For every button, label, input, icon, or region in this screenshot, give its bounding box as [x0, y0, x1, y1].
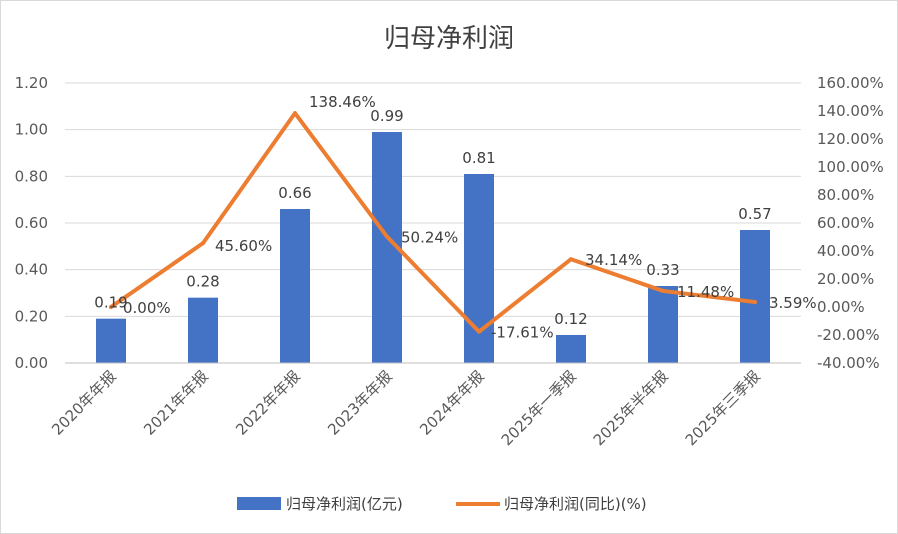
- y-left-tick-label: 1.20: [15, 74, 48, 92]
- bar-data-label: 0.19: [94, 294, 127, 312]
- bar-data-label: 0.66: [278, 184, 311, 202]
- y-left-tick-label: 0.00: [15, 354, 48, 372]
- x-tick-label: 2025年半年报: [590, 367, 672, 449]
- x-axis: 2020年年报 2021年年报 2022年年报 2023年年报 2024年年报 2025年…: [48, 362, 801, 449]
- legend[interactable]: 归母净利润(亿元) 归母净利润(同比)(%): [237, 495, 647, 513]
- x-tick-label: 2025年一季报: [498, 367, 580, 449]
- bar[interactable]: [280, 209, 310, 363]
- bar-data-label: 0.12: [554, 310, 587, 328]
- line-point[interactable]: [293, 111, 297, 116]
- bar-data-label: 0.57: [738, 205, 771, 223]
- y-right-tick-label: 120.00%: [817, 130, 884, 148]
- legend-label-bar: 归母净利润(亿元): [286, 495, 403, 513]
- bar[interactable]: [740, 230, 770, 363]
- x-tick-label: 2023年年报: [324, 367, 396, 439]
- line-point[interactable]: [201, 241, 205, 246]
- legend-label-line: 归母净利润(同比)(%): [504, 495, 647, 513]
- y-right-tick-label: 20.00%: [817, 270, 874, 288]
- right-axis: -40.00% -20.00% 0.00% 20.00% 40.00% 60.00% 80.…: [817, 74, 884, 372]
- bar-data-label: 0.99: [370, 107, 403, 125]
- bar[interactable]: [556, 335, 586, 363]
- line-data-label: 34.14%: [585, 251, 642, 269]
- bar[interactable]: [464, 174, 494, 363]
- line-data-label: 45.60%: [215, 237, 272, 255]
- legend-swatch-bar: [237, 497, 281, 510]
- data-labels: 0.19 0.28 0.66 0.99 0.81 0.12 0.33 0.57 0.00% 45.…: [94, 93, 816, 341]
- y-left-tick-label: 0.60: [15, 214, 48, 232]
- y-left-tick-label: 0.80: [15, 167, 48, 185]
- y-right-tick-label: 80.00%: [817, 186, 874, 204]
- y-right-tick-label: 0.00%: [817, 298, 865, 316]
- bar[interactable]: [648, 286, 678, 363]
- gridlines: [65, 82, 801, 364]
- y-right-tick-label: 140.00%: [817, 102, 884, 120]
- y-right-tick-label: 100.00%: [817, 158, 884, 176]
- bar-data-label: 0.81: [462, 149, 495, 167]
- y-right-tick-label: -40.00%: [817, 354, 880, 372]
- line-data-label: 11.48%: [677, 283, 734, 301]
- line-data-label: 0.00%: [123, 299, 171, 317]
- chart-title: 归母净利润: [384, 24, 514, 54]
- y-right-tick-label: 160.00%: [817, 74, 884, 92]
- line-data-label: -17.61%: [491, 324, 554, 342]
- line-point[interactable]: [753, 299, 757, 304]
- bar[interactable]: [188, 297, 218, 363]
- bar[interactable]: [96, 318, 126, 363]
- line-data-label: 50.24%: [401, 229, 458, 247]
- yoy-line[interactable]: [109, 111, 757, 334]
- x-tick-label: 2020年年报: [48, 367, 120, 439]
- bar-data-label: 0.33: [646, 261, 679, 279]
- line-data-label: 138.46%: [309, 93, 376, 111]
- x-tick-label: 2022年年报: [232, 367, 304, 439]
- line-series: [109, 111, 757, 334]
- y-left-tick-label: 1.00: [15, 121, 48, 139]
- x-tick-label: 2024年年报: [416, 367, 488, 439]
- y-left-tick-label: 0.20: [15, 307, 48, 325]
- x-tick-label: 2025年三季报: [682, 367, 764, 449]
- line-point[interactable]: [569, 257, 573, 262]
- y-left-tick-label: 0.40: [15, 261, 48, 279]
- line-data-label: 3.59%: [769, 294, 817, 312]
- x-tick-label: 2021年年报: [140, 367, 212, 439]
- line-point[interactable]: [661, 288, 665, 293]
- line-point[interactable]: [109, 305, 113, 309]
- line-point[interactable]: [477, 329, 481, 334]
- bar-data-label: 0.28: [186, 273, 219, 291]
- left-axis: 0.00 0.20 0.40 0.60 0.80 1.00 1.20: [15, 74, 48, 372]
- y-right-tick-label: 40.00%: [817, 242, 874, 260]
- y-right-tick-label: -20.00%: [817, 326, 880, 344]
- line-point[interactable]: [385, 234, 389, 239]
- bar-series: [96, 132, 770, 363]
- y-right-tick-label: 60.00%: [817, 214, 874, 232]
